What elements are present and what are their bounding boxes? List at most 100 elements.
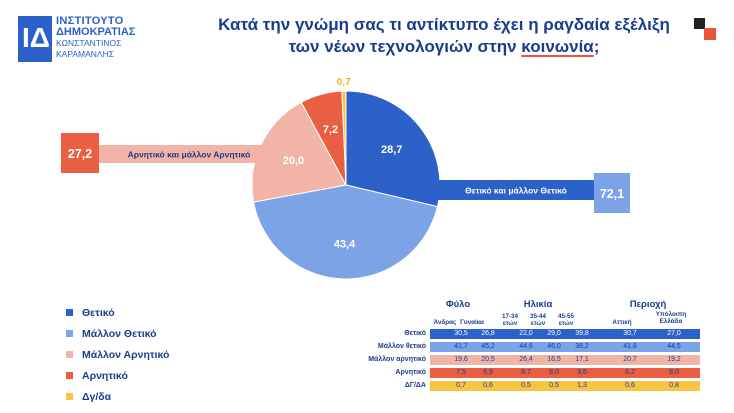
chart-legend: Θετικό Μάλλον Θετικό Μάλλον Αρνητικό Αρν…	[66, 304, 169, 409]
positive-callout-box	[594, 173, 630, 213]
table-cell: 19,2	[667, 356, 681, 363]
table-cell: 0,6	[483, 382, 493, 389]
negative-callout-box	[61, 133, 99, 173]
table-row-bar	[430, 381, 700, 391]
pie-slice-dk-na	[341, 90, 347, 186]
table-cell: 20,7	[623, 356, 637, 363]
table-row-label: Αρνητικό	[395, 369, 426, 376]
legend-swatch	[66, 309, 73, 316]
table-cell: 27,0	[667, 330, 681, 337]
table-cell: 3,6	[577, 369, 587, 376]
table-cell: 0,6	[625, 382, 635, 389]
title-highlight: κοινωνία	[521, 37, 594, 56]
positive-callout-band	[430, 180, 598, 200]
logo-line-1: ΙΝΣΤΙΤΟΥΤΟ	[56, 15, 124, 27]
pie-slice-rather-positive	[252, 184, 439, 280]
legend-item-positive: Θετικό	[66, 304, 169, 321]
pie-label-negative: 7,2	[323, 124, 338, 136]
table-cell: 8,0	[669, 369, 679, 376]
table-row-positive: Θετικό 30,5 26,8 22,0 29,0 39,8 30,7 27,0	[315, 329, 700, 339]
table-cell: 8,0	[549, 369, 559, 376]
table-cell: 22,0	[519, 330, 533, 337]
table-cell: 0,7	[456, 382, 466, 389]
table-cell: 19,6	[454, 356, 468, 363]
table-cell: 8,7	[521, 369, 531, 376]
table-cell: 26,8	[481, 330, 495, 337]
table-cell: 44,6	[519, 343, 533, 350]
table-row-negative: Αρνητικό 7,5 6,9 8,7 8,0 3,6 6,2 8,0	[315, 368, 700, 378]
table-cell: 0,5	[521, 382, 531, 389]
title-line-2: των νέων τεχνολογιών στην κοινωνία;	[288, 37, 600, 56]
group-header-age: Ηλικία	[523, 299, 553, 310]
table-cell: 41,7	[454, 343, 468, 350]
negative-callout-label: Αρνητικό και μάλλον Αρνητικό	[128, 150, 251, 160]
table-row-label: ΔΓ/ΔΑ	[404, 382, 426, 389]
col-header-age-45-55: 45-55 ετών	[557, 313, 575, 327]
table-row-label: Μάλλον θετικό	[377, 343, 426, 350]
table-cell: 16,5	[547, 356, 561, 363]
group-header-gender: Φύλο	[445, 299, 471, 310]
col-header-attica: Αττική	[612, 319, 632, 326]
table-cell: 17,1	[575, 356, 589, 363]
col-header-rest-of-greece: Υπόλοιπη Ελλάδα	[655, 311, 687, 325]
table-cell: 7,5	[456, 369, 466, 376]
table-cell: 30,7	[623, 330, 637, 337]
table-row-label: Θετικό	[404, 330, 426, 337]
institute-logo: IΔ ΙΝΣΤΙΤΟΥΤΟ ΔΗΜΟΚΡΑΤΙΑΣ ΚΩΝΣΤΑΝΤΙΝΟΣ Κ…	[18, 16, 138, 62]
logo-line-3: ΚΩΝΣΤΑΝΤΙΝΟΣ	[56, 38, 122, 48]
logo-mark: IΔ	[18, 16, 52, 62]
chart-title: Κατά την γνώμη σας τι αντίκτυπο έχει η ρ…	[204, 14, 684, 58]
negative-callout-value: 27,2	[68, 147, 92, 161]
logo-text: ΙΝΣΤΙΤΟΥΤΟ ΔΗΜΟΚΡΑΤΙΑΣ ΚΩΝΣΤΑΝΤΙΝΟΣ ΚΑΡΑ…	[56, 16, 135, 60]
table-cell: 6,9	[483, 369, 493, 376]
logo-line-2: ΔΗΜΟΚΡΑΤΙΑΣ	[56, 26, 136, 38]
table-cell: 44,5	[667, 343, 681, 350]
pie-chart: 28,7 43,4 20,0 7,2 0,7 Αρνητικό και μάλλον Α…	[61, 77, 630, 280]
positive-callout-label: Θετικό και μάλλον Θετικό	[465, 186, 567, 196]
legend-item-negative: Αρνητικό	[66, 367, 169, 384]
table-cell: 29,0	[547, 330, 561, 337]
table-cell: 6,2	[625, 369, 635, 376]
table-cell: 38,2	[575, 343, 589, 350]
table-cell: 41,8	[623, 343, 637, 350]
negative-callout-band	[90, 145, 270, 163]
logo-line-4: ΚΑΡΑΜΑΝΛΗΣ	[56, 49, 115, 59]
col-header-male: Άνδρας	[433, 319, 457, 326]
pie-label-positive: 28,7	[381, 144, 402, 156]
positive-callout-value: 72,1	[600, 187, 624, 201]
col-header-age-35-44: 35-44 ετών	[529, 313, 547, 327]
table-cell: 46,0	[547, 343, 561, 350]
table-cell: 20,5	[481, 356, 495, 363]
table-row-bar	[430, 368, 700, 378]
table-cell: 0,8	[669, 382, 679, 389]
pie-label-rather-negative: 20,0	[283, 155, 304, 167]
table-cell: 26,4	[519, 356, 533, 363]
pie-label-dk-na: 0,7	[337, 77, 351, 88]
brand-corner-icon	[694, 18, 716, 40]
table-row-bar	[430, 342, 700, 352]
table-row-label: Μάλλον αρνητικό	[368, 356, 426, 363]
table-row-bar	[430, 355, 700, 365]
pie-label-rather-positive: 43,4	[334, 238, 356, 250]
legend-item-rather-negative: Μάλλον Αρνητικό	[66, 346, 169, 363]
table-row-dk-na: ΔΓ/ΔΑ 0,7 0,6 0,5 0,5 1,3 0,6 0,8	[315, 381, 700, 391]
table-row-rather-positive: Μάλλον θετικό 41,7 45,2 44,6 46,0 38,2 41,8 44,…	[315, 342, 700, 352]
title-line-1: Κατά την γνώμη σας τι αντίκτυπο έχει η ρ…	[218, 15, 670, 34]
col-header-female: Γυναίκα	[460, 319, 484, 326]
legend-item-rather-positive: Μάλλον Θετικό	[66, 325, 169, 342]
group-header-region: Περιοχή	[629, 299, 667, 310]
legend-item-dk-na: Δγ/δα	[66, 388, 169, 405]
legend-swatch	[66, 372, 73, 379]
table-cell: 39,8	[575, 330, 589, 337]
legend-swatch	[66, 393, 73, 400]
table-cell: 45,2	[481, 343, 495, 350]
col-header-age-17-34: 17-34 ετών	[501, 313, 519, 327]
legend-swatch	[66, 351, 73, 358]
pie-slice-rather-negative	[251, 101, 347, 203]
table-cell: 30,5	[454, 330, 468, 337]
legend-swatch	[66, 330, 73, 337]
table-row-bar	[430, 329, 700, 339]
table-cell: 0,5	[549, 382, 559, 389]
table-row-rather-negative: Μάλλον αρνητικό 19,6 20,5 26,4 16,5 17,1 20,7 1…	[315, 355, 700, 365]
table-cell: 1,3	[577, 382, 587, 389]
